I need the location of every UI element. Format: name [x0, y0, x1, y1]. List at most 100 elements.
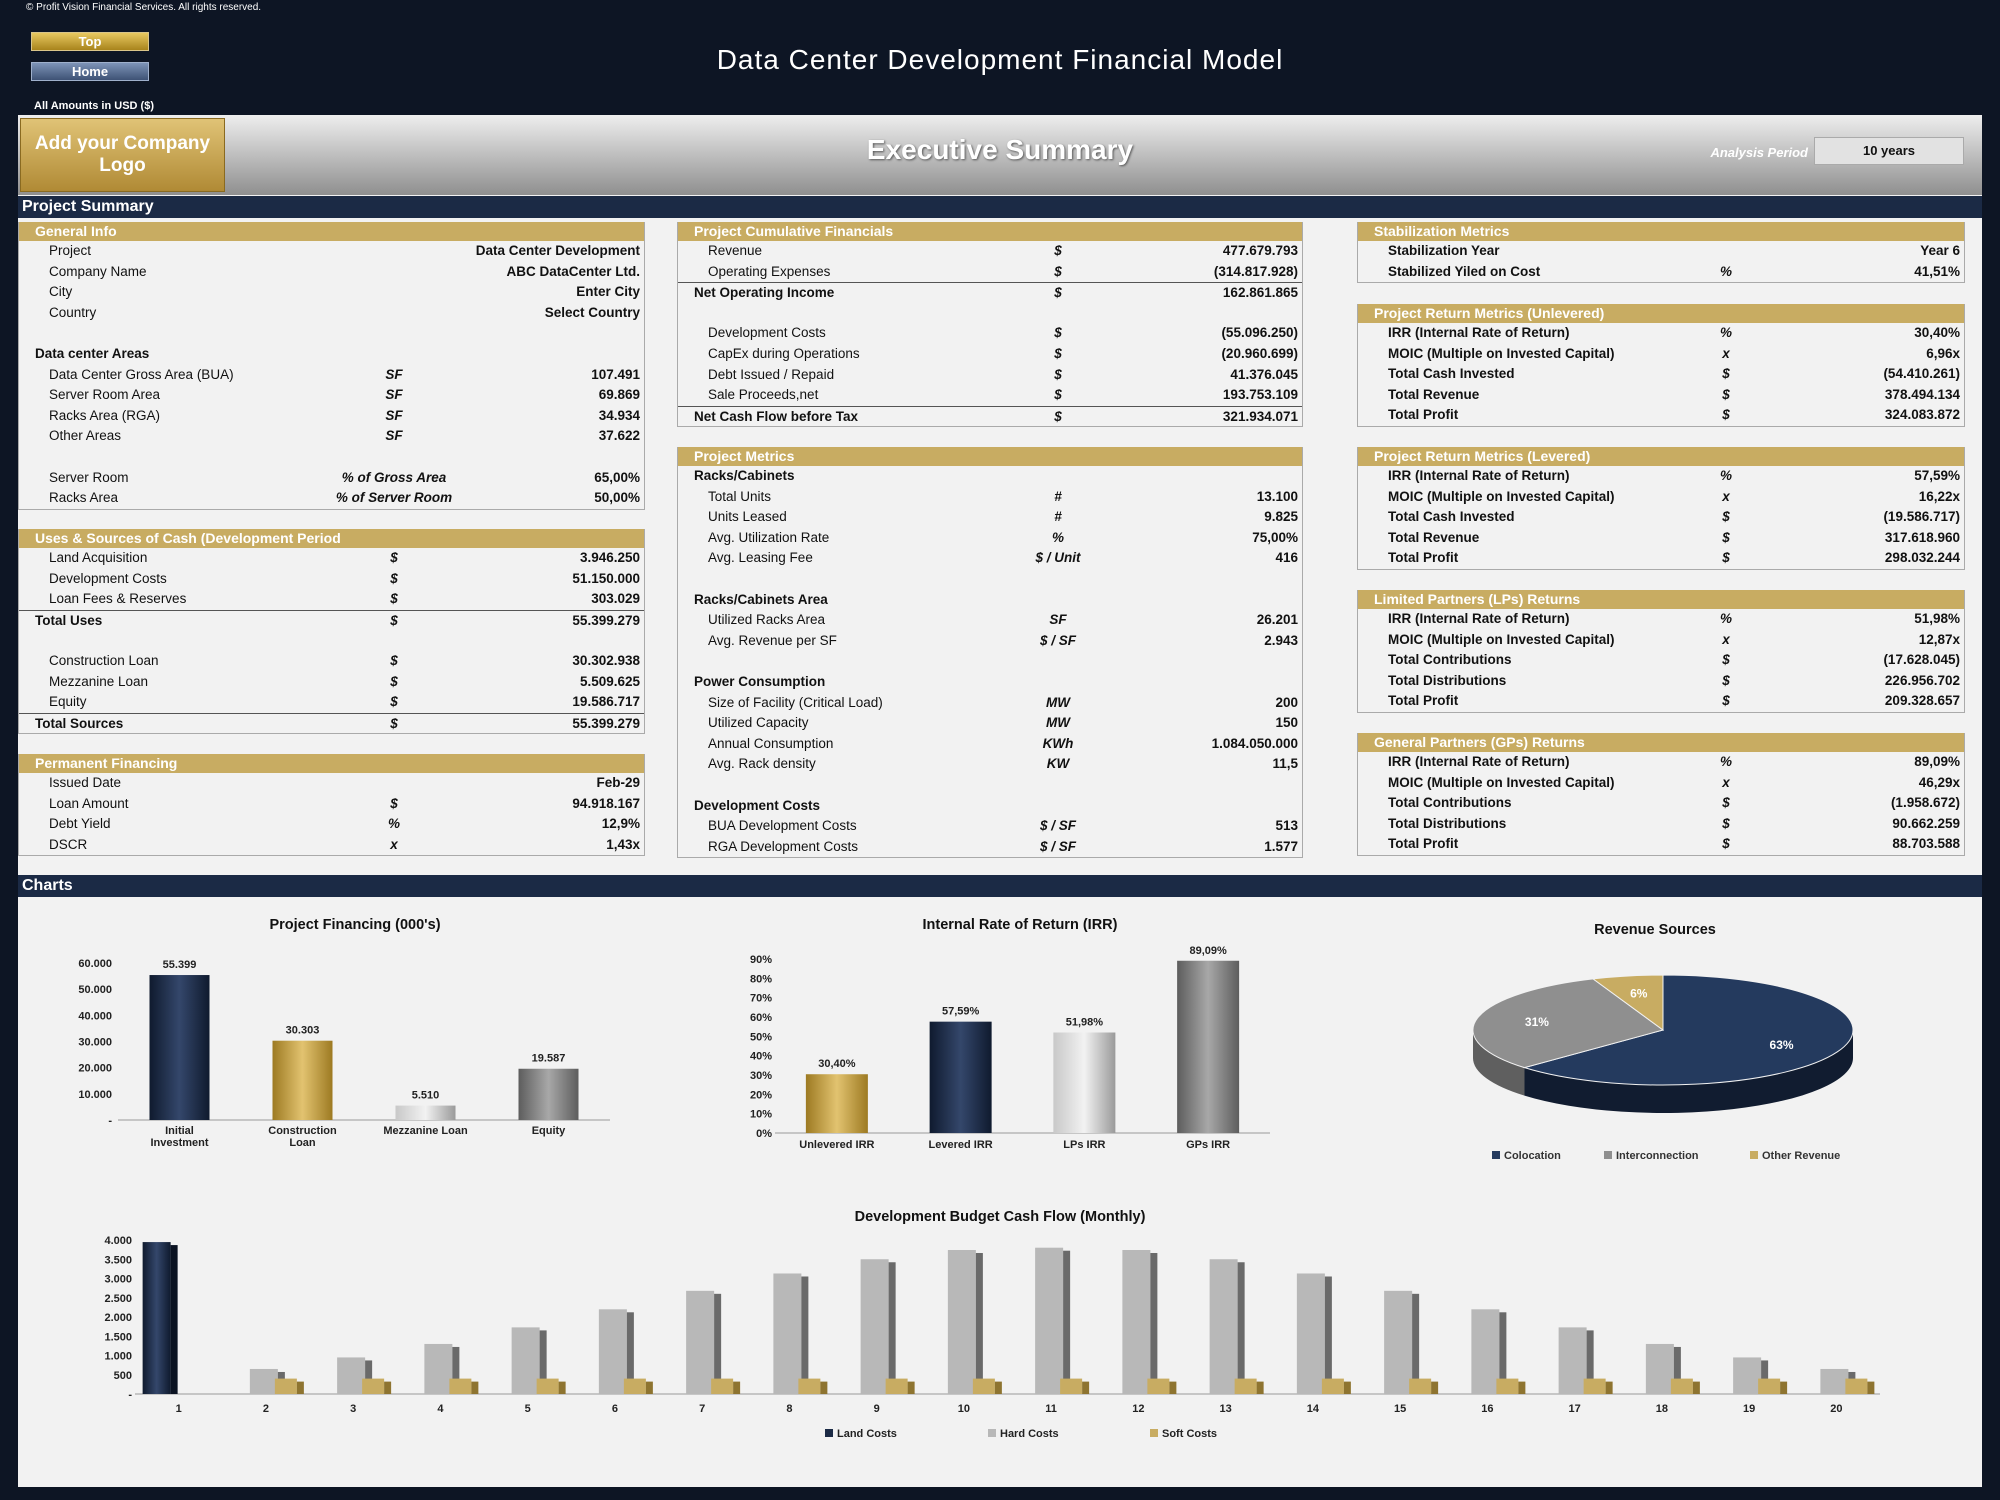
bar [1147, 1378, 1170, 1394]
row-label: MOIC (Multiple on Invested Capital) [1388, 631, 1615, 647]
project-summary-header: Project Summary [18, 196, 1982, 218]
table-row: Avg. Leasing Fee $ / Unit 416 [678, 548, 1302, 569]
y-tick-label: 4.000 [104, 1235, 132, 1247]
legend-swatch [1150, 1429, 1158, 1437]
bar [1234, 1378, 1257, 1394]
pie-slice [1591, 974, 1664, 1031]
row-label: Net Operating Income [694, 285, 835, 301]
table-row [19, 447, 644, 468]
y-tick-label: - [128, 1389, 132, 1401]
y-tick-label: 0% [756, 1128, 772, 1140]
row-label: Total Profit [1388, 407, 1459, 423]
table-row: Server Room % of Gross Area 65,00% [19, 468, 644, 489]
table-row: Net Cash Flow before Tax $321.934.071 [678, 405, 1302, 427]
company-logo-placeholder[interactable]: Add your Company Logo [20, 118, 225, 192]
table-row: Loan Amount $94.918.167 [19, 794, 644, 815]
bar [536, 1378, 559, 1394]
row-value: 209.328.657 [1884, 693, 1960, 709]
bar [598, 1309, 627, 1394]
bar [947, 1250, 976, 1394]
y-tick-label: 10.000 [78, 1089, 112, 1101]
row-label: MOIC (Multiple on Invested Capital) [1388, 345, 1615, 361]
row-unit: x [1722, 488, 1730, 504]
bar [1060, 1378, 1083, 1394]
analysis-period-select[interactable]: 10 years [1814, 137, 1964, 165]
table-row: IRR (Internal Rate of Return)% 51,98% [1358, 609, 1964, 630]
legend-swatch [1750, 1151, 1758, 1159]
bar-side [170, 1245, 178, 1394]
row-value: 90.662.259 [1892, 815, 1960, 831]
x-tick-label: 16 [1481, 1403, 1493, 1415]
row-value: 55.399.279 [572, 612, 640, 628]
table-row: Issued Date Feb-29 [19, 773, 644, 794]
row-unit: $ [1722, 529, 1730, 545]
table-row: MOIC (Multiple on Invested Capital) x 46,2… [1358, 773, 1964, 794]
bar [1122, 1250, 1151, 1394]
data-label: 6% [1630, 986, 1648, 1000]
table-row: Total Distributions $90.662.259 [1358, 814, 1964, 835]
bar [1035, 1247, 1064, 1394]
row-value: 513 [1275, 818, 1298, 834]
home-button[interactable]: Home [31, 62, 149, 81]
row-value: 2.943 [1264, 632, 1298, 648]
row-unit: $ [1722, 407, 1730, 423]
row-unit: x [1722, 345, 1730, 361]
row-value: 65,00% [594, 469, 640, 485]
row-value: 321.934.071 [1222, 408, 1298, 424]
bar-side [1499, 1312, 1507, 1394]
row-label: Revenue [708, 243, 763, 258]
row-label: Other Areas [49, 428, 122, 444]
row-label: Power Consumption [694, 673, 826, 689]
row-value: (17.628.045) [1883, 652, 1960, 668]
data-label: 30,40% [818, 1058, 856, 1070]
row-value: 12,87x [1918, 631, 1960, 647]
row-label: IRR (Internal Rate of Return) [1388, 611, 1570, 626]
row-label: Total Cash Invested [1388, 366, 1515, 382]
y-tick-label: 70% [750, 993, 772, 1005]
row-label: Annual Consumption [708, 735, 834, 751]
pie-slice-side [1473, 1030, 1525, 1096]
row-unit: % [387, 816, 401, 832]
row-label: IRR (Internal Rate of Return) [1388, 754, 1570, 769]
row-label: MOIC (Multiple on Invested Capital) [1388, 488, 1615, 504]
y-tick-label: 1.000 [104, 1351, 132, 1363]
row-value: 5.509.625 [579, 673, 640, 689]
row-value: 162.861.865 [1222, 285, 1298, 301]
bar [1409, 1378, 1432, 1394]
row-label: Total Units [708, 488, 772, 504]
table-row: BUA Development Costs $ / SF 513 [678, 816, 1302, 837]
row-label: Utilized Capacity [708, 715, 809, 731]
row-value: 34.934 [598, 407, 640, 423]
row-unit: SF [385, 407, 403, 423]
x-tick-label: Levered IRR [929, 1139, 993, 1151]
row-label: Total Profit [1388, 836, 1459, 852]
table-row: Total Contributions $ (17.628.045) [1358, 650, 1964, 671]
row-label: Stabilization Year [1388, 243, 1500, 258]
bar [1583, 1378, 1606, 1394]
bar [1471, 1309, 1500, 1394]
row-value: 477.679.793 [1222, 243, 1298, 258]
row-label: Total Contributions [1388, 795, 1512, 811]
y-tick-label: 20.000 [78, 1063, 112, 1075]
revenue-chart: 63% 31% 6% Colocation Interconnection Other R… [1472, 974, 1854, 1162]
charts-header: Charts [18, 875, 1982, 897]
row-value: 41,51% [1914, 263, 1960, 279]
block-title: General Partners (GPs) Returns [1358, 733, 1964, 752]
bar-side [1867, 1381, 1875, 1394]
bar [1209, 1259, 1238, 1394]
top-button[interactable]: Top [31, 32, 149, 51]
bar [1845, 1378, 1868, 1394]
table-row [678, 775, 1302, 796]
row-label: Project [49, 243, 92, 258]
row-unit: $ / SF [1039, 838, 1077, 854]
bar [1670, 1378, 1693, 1394]
table-row: Total Revenue $317.618.960 [1358, 528, 1964, 549]
row-label: IRR (Internal Rate of Return) [1388, 468, 1570, 483]
bar [773, 1273, 802, 1394]
bar [1758, 1378, 1781, 1394]
bar-side [1431, 1381, 1439, 1394]
table-row: IRR (Internal Rate of Return)% 30,40% [1358, 323, 1964, 344]
financing-chart-title: Project Financing (000's) [269, 917, 441, 933]
bar [511, 1327, 540, 1394]
row-unit: % [1719, 263, 1733, 279]
